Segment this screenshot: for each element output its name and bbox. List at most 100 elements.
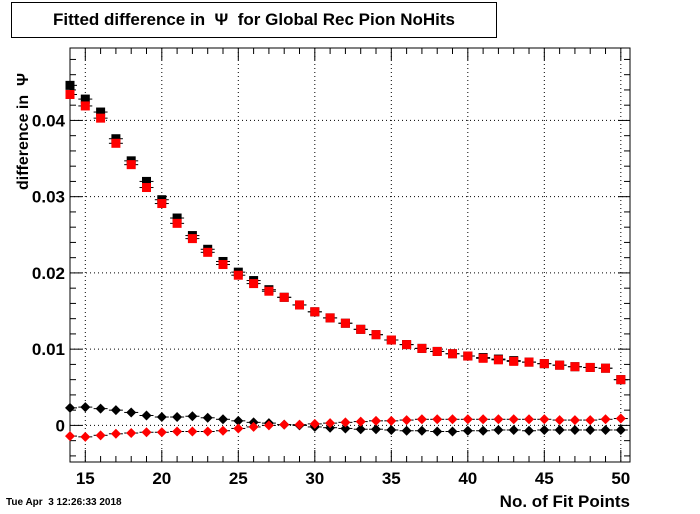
data-point [96,113,106,123]
data-point [187,426,198,437]
data-point [371,415,382,426]
data-point [80,431,91,442]
data-point [111,138,121,148]
data-point [172,213,182,223]
data-point [325,313,335,323]
data-point [386,415,397,426]
data-point [203,247,213,257]
data-point [615,413,626,424]
data-point [524,357,534,367]
data-point [616,375,626,385]
x-tick-label: 35 [382,469,401,488]
data-point [340,417,351,428]
data-point [386,335,396,345]
data-point [80,402,91,413]
data-point [294,419,305,430]
data-point [233,415,244,426]
data-point [340,318,350,328]
data-point [432,426,443,437]
data-point [65,80,75,90]
data-point [402,340,412,350]
data-point [141,410,152,421]
data-point [569,415,580,426]
data-point [141,427,152,438]
data-point [585,424,596,435]
data-point [142,183,152,193]
x-tick-label: 25 [229,469,248,488]
data-point [585,362,595,372]
y-tick-label: 0.02 [32,264,65,283]
data-point [218,425,229,436]
data-point [539,359,549,369]
data-point [233,423,244,434]
data-point [600,424,611,435]
data-point [600,414,611,425]
data-point [172,412,183,423]
y-tick-label: 0 [56,416,65,435]
y-tick-label: 0.01 [32,340,65,359]
data-point [478,353,488,363]
data-point [325,418,336,429]
data-point [508,414,519,425]
data-point [156,412,167,423]
chart-title: Fitted difference in Ψ for Global Rec Pi… [11,2,497,38]
x-axis-label: No. of Fit Points [499,492,630,511]
data-point [356,324,366,334]
data-point [295,300,305,310]
data-point [601,363,611,373]
data-point [233,270,243,280]
timestamp: Tue Apr 3 12:26:33 2018 [6,497,122,508]
data-point [463,351,473,361]
data-point [111,134,121,144]
data-point [462,425,473,436]
x-tick-label: 50 [611,469,630,488]
data-point [80,94,90,104]
x-tick-label: 15 [76,469,95,488]
y-tick-label: 0.04 [32,111,66,130]
data-point [401,425,412,436]
data-point [187,234,197,244]
data-point [309,418,320,429]
data-point [142,176,152,186]
data-point [371,330,381,340]
data-point [447,414,458,425]
data-point [65,90,75,100]
data-point [157,199,167,209]
data-point [172,426,183,437]
data-point [218,260,228,270]
data-point [65,431,75,442]
data-point [569,424,580,435]
data-point [478,425,489,436]
data-point [508,424,519,435]
data-point [126,428,137,439]
data-point [371,424,382,435]
x-tick-label: 40 [458,469,477,488]
data-point [417,343,427,353]
data-point [264,286,274,296]
data-point [493,355,503,365]
data-point [493,414,504,425]
data-point [340,423,351,434]
x-tick-label: 20 [152,469,171,488]
data-point [110,405,121,416]
data-point [279,419,290,430]
data-point [386,424,397,435]
data-point [524,425,535,436]
data-point [126,160,136,170]
data-point [355,416,366,427]
data-point [555,360,565,370]
data-point [416,425,427,436]
data-point [447,426,458,437]
data-point [401,415,412,426]
plot-frame [69,47,631,463]
data-point [432,346,442,356]
data-point [202,412,213,423]
data-point [218,414,229,425]
data-point [249,279,259,289]
data-point [416,414,427,425]
data-point [310,307,320,317]
data-point [478,414,489,425]
data-point [524,414,535,425]
data-point [615,424,626,435]
